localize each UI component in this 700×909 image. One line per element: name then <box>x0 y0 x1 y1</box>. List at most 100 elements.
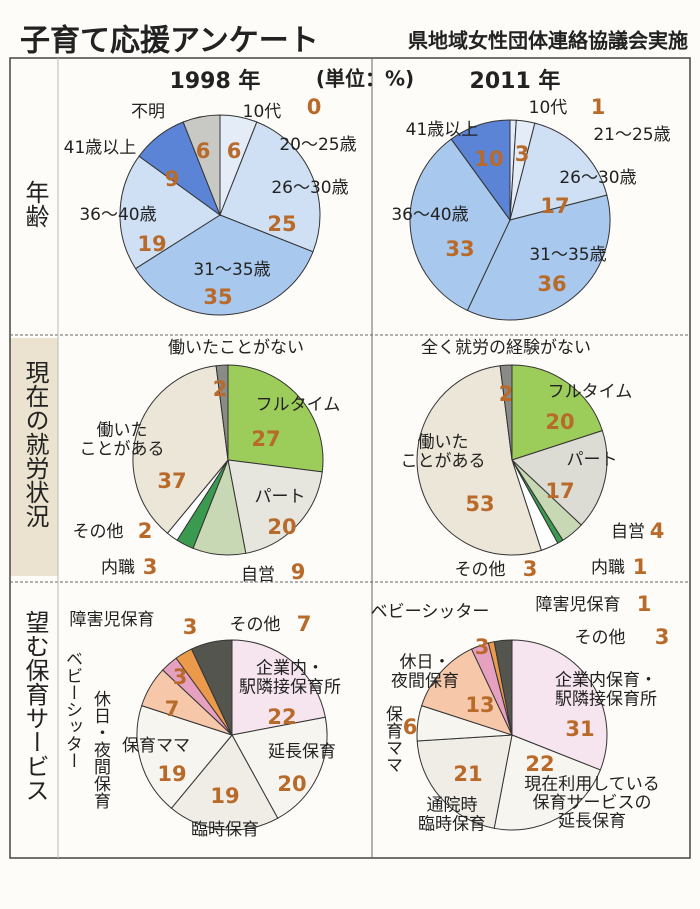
pie-slice <box>416 734 513 829</box>
pie-slice <box>450 119 511 222</box>
slice-label: 20〜25歳 <box>279 135 356 155</box>
slice-label: 41歳以上 <box>64 138 137 158</box>
slice-label: 延長保育 <box>268 742 336 762</box>
pie-slice <box>499 364 513 461</box>
pie-slice <box>466 194 611 321</box>
value-label: 36 <box>537 272 566 296</box>
value-label: 3 <box>143 555 158 579</box>
value-label: 27 <box>251 427 280 451</box>
value-label: 17 <box>540 194 569 218</box>
value-label: 2 <box>213 377 228 401</box>
value-label: 31 <box>565 717 594 741</box>
frame <box>9 57 691 859</box>
pie-slice <box>182 114 221 216</box>
slice-label: 内職 <box>591 558 625 578</box>
pie-slice <box>409 138 511 312</box>
slice-label: 通院時臨時保育 <box>418 796 486 835</box>
value-label: 17 <box>545 479 574 503</box>
slice-label: 10代 <box>243 102 282 122</box>
slice-label: 保育ママ <box>382 705 403 773</box>
slice-label: 働いたことがない <box>168 338 304 358</box>
slice-label: 10代 <box>529 98 568 118</box>
pie-slice <box>416 365 542 556</box>
value-label: 6 <box>227 139 242 163</box>
value-label: 19 <box>210 784 239 808</box>
value-label: 9 <box>291 560 306 584</box>
slice-label: その他 <box>230 615 281 635</box>
slice-label: 41歳以上 <box>406 120 479 140</box>
pie-slice <box>119 155 221 270</box>
value-label: 21 <box>453 762 482 786</box>
unit: (単位：%) <box>316 67 414 91</box>
pie-slice <box>215 364 229 461</box>
pie-slice <box>227 459 323 554</box>
pie-slice <box>493 639 513 736</box>
slice-label: フルタイム <box>256 395 341 415</box>
slice-label: 働いたことがある <box>401 433 486 472</box>
slice-label: 自営 <box>241 565 275 585</box>
value-label: 22 <box>525 752 554 776</box>
value-label: 1 <box>637 592 652 616</box>
pie-slice <box>511 430 608 526</box>
value-label: 10 <box>474 147 503 171</box>
value-label: 2 <box>499 382 514 406</box>
pie-slice <box>227 364 324 473</box>
slice-label: 36〜40歳 <box>79 205 156 225</box>
column-header: 1998 年 <box>170 68 261 94</box>
value-label: 35 <box>203 285 232 309</box>
slice-label: パート <box>567 450 618 470</box>
pie-slice <box>511 639 608 771</box>
value-label: 1 <box>633 555 648 579</box>
pie-slice <box>421 648 513 736</box>
value-label: 37 <box>157 469 186 493</box>
slice-label: 障害児保育 <box>70 610 155 630</box>
value-label: 20 <box>545 410 574 434</box>
value-label: 9 <box>165 167 180 191</box>
row-label: 年齢 <box>21 180 49 228</box>
column-header: 2011 年 <box>470 68 561 94</box>
slice-label: 保育ママ <box>122 736 190 756</box>
pie-slice <box>231 716 328 819</box>
slice-label: ベビーシッター <box>371 602 490 622</box>
pie-slice <box>132 365 229 534</box>
value-label: 0 <box>307 95 322 119</box>
slice-label: フルタイム <box>548 382 633 402</box>
value-label: 53 <box>465 492 494 516</box>
value-label: 2 <box>138 519 153 543</box>
value-label: 33 <box>445 237 474 261</box>
slice-label: ベビーシッター <box>62 650 82 769</box>
value-label: 25 <box>267 212 296 236</box>
slice-label: 障害児保育 <box>536 595 621 615</box>
value-label: 19 <box>157 762 186 786</box>
slice-label: 31〜35歳 <box>529 245 606 265</box>
pie-slice <box>170 734 279 831</box>
value-label: 7 <box>297 612 312 636</box>
value-label: 13 <box>465 693 494 717</box>
slice-label: 自営 <box>611 522 645 542</box>
pie-slice <box>509 122 608 221</box>
row-label: 現在の就労状況 <box>21 360 49 528</box>
row-label: 望む保育サービス <box>21 610 49 802</box>
slice-label: 26〜30歳 <box>271 178 348 198</box>
slice-label: 31〜35歳 <box>193 260 270 280</box>
pie-slice <box>190 639 233 736</box>
pie-slice <box>219 121 321 253</box>
slice-label: 36〜40歳 <box>391 205 468 225</box>
value-label: 7 <box>165 697 180 721</box>
value-label: 19 <box>137 232 166 256</box>
slice-label: 26〜30歳 <box>559 168 636 188</box>
pie-slice <box>136 705 233 809</box>
value-label: 3 <box>173 665 188 689</box>
value-label: 6 <box>196 139 211 163</box>
value-label: 6 <box>403 715 418 739</box>
slice-label: その他 <box>575 628 626 648</box>
pie-slice <box>511 364 603 461</box>
value-label: 20 <box>267 515 296 539</box>
slice-label: 休日・夜間保育 <box>391 653 459 692</box>
slice-label: 不明 <box>131 102 165 122</box>
value-label: 3 <box>655 625 670 649</box>
value-label: 1 <box>591 95 606 119</box>
slice-label: 内職 <box>101 558 135 578</box>
slice-label: 臨時保育 <box>191 820 259 840</box>
